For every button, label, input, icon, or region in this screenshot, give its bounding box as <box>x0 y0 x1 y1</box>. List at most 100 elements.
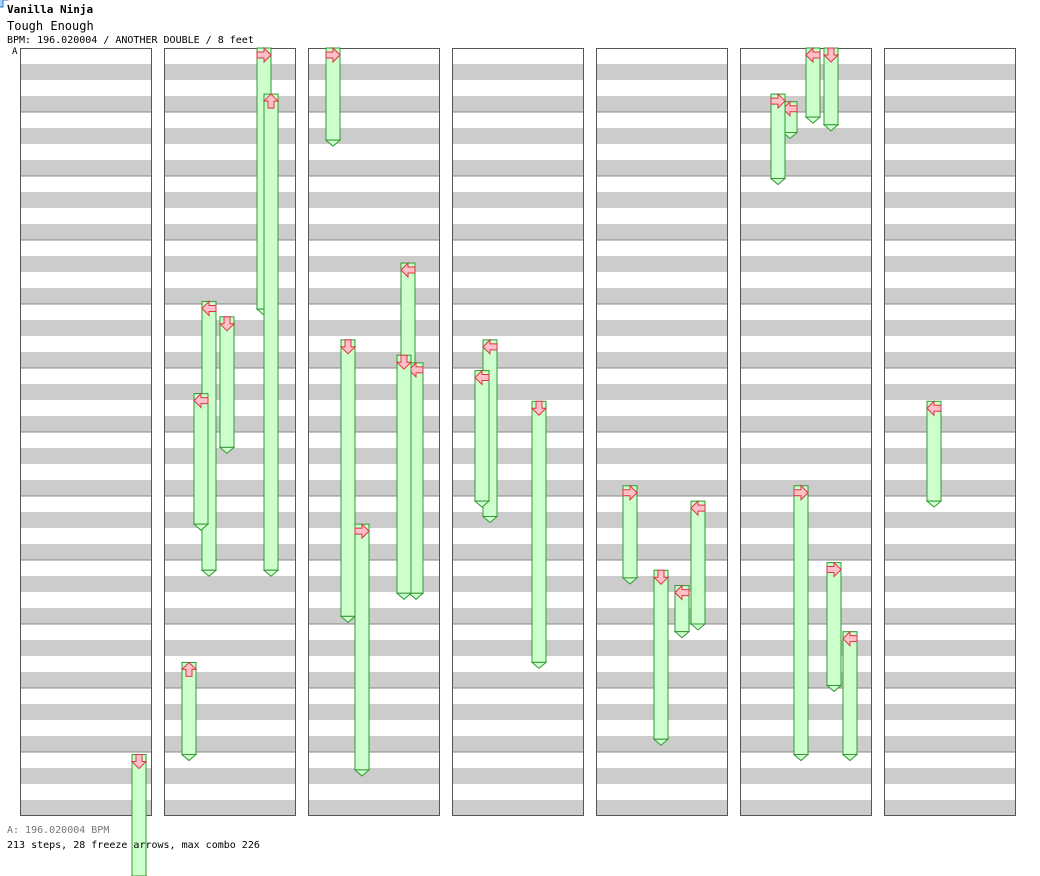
freeze-tail <box>395 592 413 600</box>
freeze-tail <box>925 500 943 508</box>
beat-stripe <box>308 800 440 816</box>
beat-stripe <box>740 352 872 368</box>
freeze-tail <box>822 124 840 132</box>
beat-stripe <box>20 160 152 176</box>
freeze-head-right-arrow-icon <box>622 484 638 501</box>
beat-stripe <box>20 768 152 784</box>
freeze-tail <box>200 569 218 577</box>
freeze-head-down-arrow-icon <box>395 354 413 370</box>
beat-stripe <box>884 608 1016 624</box>
beat-stripe <box>740 320 872 336</box>
freeze-arrow <box>530 400 548 670</box>
beat-stripe <box>740 416 872 432</box>
beat-stripe <box>740 768 872 784</box>
freeze-body <box>826 562 842 686</box>
beat-stripe <box>452 512 584 528</box>
freeze-head-up-arrow-icon <box>262 93 280 109</box>
chart-info: BPM: 196.020004 / ANOTHER DOUBLE / 8 fee… <box>7 35 254 46</box>
freeze-head-right-arrow-icon <box>354 522 370 540</box>
beat-stripe <box>20 448 152 464</box>
beat-stripe <box>884 576 1016 592</box>
freeze-head-left-arrow-icon <box>193 392 209 409</box>
beat-stripe <box>308 704 440 720</box>
beat-stripe <box>164 608 296 624</box>
beat-stripe <box>452 480 584 496</box>
beat-stripe <box>740 256 872 272</box>
beat-stripe <box>452 96 584 112</box>
freeze-arrow <box>769 92 787 186</box>
beat-stripe <box>596 448 728 464</box>
freeze-tail <box>621 577 639 585</box>
beat-stripe <box>452 160 584 176</box>
beat-stripe <box>20 480 152 496</box>
beat-stripe <box>164 640 296 656</box>
freeze-tail <box>825 684 843 693</box>
beat-stripe <box>20 576 152 592</box>
freeze-tail <box>262 569 280 577</box>
beat-stripe <box>308 160 440 176</box>
beat-stripe <box>596 384 728 400</box>
beat-stripe <box>884 320 1016 336</box>
column-border <box>20 48 152 816</box>
freeze-head-left-arrow-icon <box>674 584 690 601</box>
beat-stripe <box>452 256 584 272</box>
beat-stripe <box>20 384 152 400</box>
freeze-tail <box>481 515 499 524</box>
freeze-arrow <box>192 392 210 531</box>
beat-stripe <box>164 768 296 784</box>
freeze-tail <box>530 661 548 670</box>
chart-column <box>20 48 152 816</box>
freeze-tail <box>218 446 236 455</box>
freeze-head-left-arrow-icon <box>408 361 424 379</box>
freeze-arrow <box>130 754 148 876</box>
bpm-footer: A: 196.020004 BPM <box>7 825 110 836</box>
beat-stripe <box>452 576 584 592</box>
beat-stripe <box>884 544 1016 560</box>
freeze-tail <box>804 116 822 124</box>
freeze-head-down-arrow-icon <box>130 754 148 770</box>
freeze-tail <box>353 769 371 777</box>
column-border <box>884 48 1016 816</box>
beat-stripe <box>596 544 728 560</box>
freeze-arrow <box>781 100 799 140</box>
beat-stripe <box>740 448 872 464</box>
beat-stripe <box>20 640 152 656</box>
beat-stripe <box>308 96 440 112</box>
beat-stripe <box>452 608 584 624</box>
beat-stripe <box>884 352 1016 368</box>
beat-stripe <box>20 320 152 336</box>
beat-stripe <box>740 224 872 240</box>
step-stats: 213 steps, 28 freeze arrows, max combo 2… <box>7 840 260 851</box>
beat-stripe <box>884 640 1016 656</box>
column-border <box>308 48 440 816</box>
beat-stripe <box>452 384 584 400</box>
freeze-arrow <box>841 630 859 762</box>
freeze-tail <box>652 738 670 746</box>
beat-stripe <box>308 64 440 80</box>
freeze-body <box>531 400 547 663</box>
freeze-head-right-arrow-icon <box>325 46 341 64</box>
beat-stripe <box>452 352 584 368</box>
freeze-tail <box>473 500 491 508</box>
beat-stripe <box>164 672 296 688</box>
beat-stripe <box>884 416 1016 432</box>
beat-stripe <box>884 800 1016 816</box>
freeze-tail <box>792 754 810 762</box>
freeze-tail <box>407 592 425 600</box>
freeze-arrow <box>804 46 822 124</box>
beat-stripe <box>308 736 440 752</box>
freeze-arrow <box>825 561 843 693</box>
beat-stripe <box>884 704 1016 720</box>
beat-stripe <box>452 672 584 688</box>
freeze-body <box>474 370 490 502</box>
freeze-tail <box>769 178 787 186</box>
freeze-arrow <box>792 484 810 762</box>
freeze-arrow <box>925 400 943 508</box>
beat-stripe <box>164 736 296 752</box>
beat-stripe <box>20 544 152 560</box>
beat-stripe <box>596 416 728 432</box>
beat-stripe <box>596 352 728 368</box>
freeze-arrow <box>353 522 371 777</box>
freeze-head-down-arrow-icon <box>339 339 357 355</box>
